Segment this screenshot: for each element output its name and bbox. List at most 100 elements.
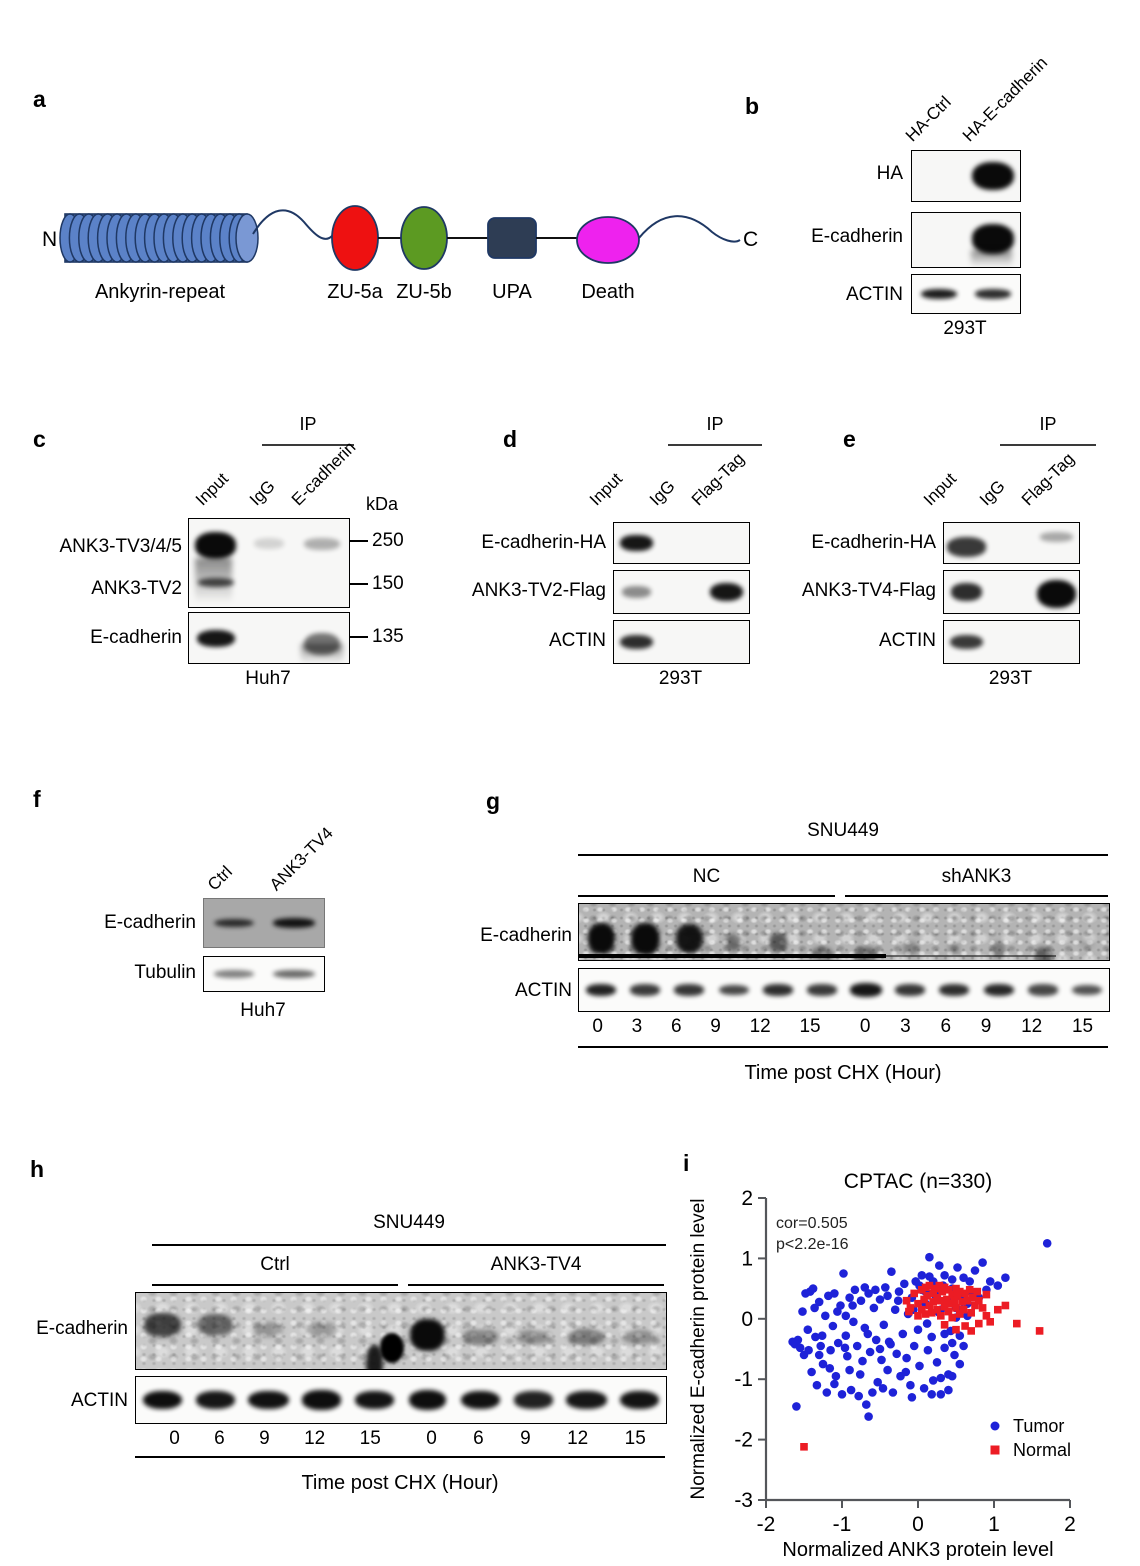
panel-h-xlabel: Time post CHX (Hour) xyxy=(301,1472,499,1494)
panel-g-actin-blot xyxy=(578,968,1110,1012)
band-row xyxy=(189,613,349,663)
n-terminus-label: N xyxy=(42,228,57,251)
marker-tick-135 xyxy=(350,636,368,638)
data-point-tumor xyxy=(868,1388,877,1397)
data-point-normal xyxy=(950,1296,959,1305)
panel-e-blot-1 xyxy=(943,522,1080,564)
data-point-normal xyxy=(940,1283,949,1292)
x-tick-label: 1 xyxy=(988,1513,1000,1536)
data-point-normal xyxy=(935,1281,944,1290)
data-point-tumor xyxy=(879,1320,889,1330)
protein-band xyxy=(948,943,961,955)
panel-b-lane-2: HA-E-cadherin xyxy=(958,53,1052,146)
protein-band xyxy=(620,535,653,551)
data-point-normal xyxy=(1013,1319,1021,1328)
panel-e-blot-2 xyxy=(943,570,1080,614)
data-point-tumor xyxy=(928,1376,938,1385)
data-point-normal xyxy=(958,1298,966,1306)
data-point-tumor xyxy=(875,1344,885,1354)
zu5a-label: ZU-5a xyxy=(327,281,383,303)
protein-band xyxy=(726,933,742,951)
time-label: 0 xyxy=(426,1428,437,1449)
protein-band xyxy=(306,1322,337,1337)
protein-band xyxy=(951,583,982,601)
protein-band xyxy=(213,969,255,979)
panel-e-ip-label: IP xyxy=(1039,414,1057,434)
panel-e-row-2: ANK3-TV4-Flag xyxy=(801,580,936,601)
protein-band xyxy=(630,984,661,996)
panel-g-ecad-blot xyxy=(578,903,1110,961)
time-label: 6 xyxy=(670,1016,682,1037)
panel-d-row-2: ANK3-TV2-Flag xyxy=(471,580,606,601)
data-point-tumor xyxy=(873,1377,882,1387)
chart-title: CPTAC (n=330) xyxy=(844,1170,992,1193)
data-point-tumor xyxy=(932,1358,942,1367)
data-point-tumor xyxy=(837,1390,847,1399)
data-point-tumor xyxy=(1001,1273,1010,1282)
panel-f-ecad-blot xyxy=(203,898,325,948)
panel-a-letter: a xyxy=(33,86,46,112)
data-point-normal xyxy=(933,1305,941,1314)
y-tick-label: 1 xyxy=(741,1247,753,1270)
panel-b-lane-1: HA-Ctrl xyxy=(901,92,955,146)
data-point-tumor xyxy=(917,1271,927,1280)
data-point-normal xyxy=(961,1322,969,1330)
legend-label-normal: Normal xyxy=(1013,1440,1071,1460)
protein-band xyxy=(197,577,234,588)
panel-h-actin-blot xyxy=(135,1376,667,1424)
data-point-tumor xyxy=(871,1335,881,1345)
band-row xyxy=(579,904,1109,960)
time-label: 12 xyxy=(1021,1016,1043,1037)
data-point-normal xyxy=(967,1327,975,1335)
protein-band xyxy=(622,1329,657,1345)
band-row xyxy=(944,523,1079,563)
data-point-tumor xyxy=(845,1293,854,1302)
data-point-normal xyxy=(800,1443,808,1451)
panel-g-times-sh: 0 3 6 9 12 15 xyxy=(845,1016,1108,1038)
data-point-tumor xyxy=(863,1329,873,1339)
data-point-tumor xyxy=(936,1390,946,1399)
data-point-normal xyxy=(978,1304,987,1312)
data-point-tumor xyxy=(900,1279,909,1289)
data-point-normal xyxy=(963,1296,972,1305)
marker-tick-150 xyxy=(350,583,368,585)
band-row xyxy=(189,568,349,596)
data-point-normal xyxy=(982,1290,991,1299)
protein-band xyxy=(565,1391,608,1409)
data-point-tumor xyxy=(795,1343,805,1353)
panel-d-ip-label: IP xyxy=(706,414,724,434)
panel-c-cell-line: Huh7 xyxy=(245,668,291,689)
panel-d-lane-igg: IgG xyxy=(645,476,679,510)
data-point-tumor xyxy=(887,1267,896,1276)
panel-h-row-actin: ACTIN xyxy=(71,1390,128,1411)
panel-d-blot-2 xyxy=(613,570,750,614)
time-label: 12 xyxy=(749,1016,771,1037)
protein-band xyxy=(196,629,235,647)
data-point-normal xyxy=(940,1302,949,1311)
protein-band xyxy=(1039,532,1074,542)
time-label: 6 xyxy=(473,1428,484,1449)
legend-label-tumor: Tumor xyxy=(1013,1416,1064,1436)
panel-g-bottom-line xyxy=(578,1046,1108,1048)
data-point-normal xyxy=(1035,1327,1044,1335)
data-point-tumor xyxy=(848,1301,857,1310)
data-point-tumor xyxy=(822,1388,832,1397)
time-label: 0 xyxy=(592,1016,603,1037)
data-point-tumor xyxy=(883,1291,892,1301)
panel-b-row-ha: HA xyxy=(876,163,903,184)
protein-band xyxy=(247,1390,290,1410)
panel-c-top-blot xyxy=(188,518,350,608)
protein-band xyxy=(1079,938,1095,948)
data-point-tumor xyxy=(925,1252,934,1262)
panel-g-row-ecad: E-cadherin xyxy=(480,925,572,946)
panel-f-lane-tv4: ANK3-TV4 xyxy=(265,823,337,895)
panel-h-group-ctrl: Ctrl xyxy=(260,1254,290,1275)
panel-e-lane-flag: Flag-Tag xyxy=(1017,449,1079,510)
panel-f-cell-line: Huh7 xyxy=(240,1000,286,1021)
data-point-normal xyxy=(937,1312,945,1320)
panel-h-ecad-blot xyxy=(135,1292,667,1370)
panel-h-tv4-line xyxy=(408,1284,664,1286)
y-tick-label: 2 xyxy=(741,1187,753,1210)
panel-g-times-nc: 0 3 6 9 12 15 xyxy=(578,1016,835,1038)
